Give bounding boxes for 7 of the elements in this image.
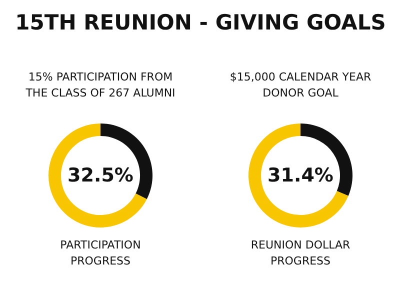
data-label: 32.5% xyxy=(68,164,134,186)
text: PARTICIPATION PROGRESS xyxy=(60,238,141,268)
text: REUNION DOLLAR PROGRESS xyxy=(250,238,351,268)
text: 15TH REUNION - GIVING GOALS xyxy=(15,10,386,34)
chart-subtitle: $15,000 CALENDAR YEAR DONOR GOAL xyxy=(230,70,372,100)
chart-subtitle: 15% PARTICIPATION FROM THE CLASS OF 267 ALUMNI xyxy=(24,70,176,100)
data-label: 31.4% xyxy=(268,164,334,186)
